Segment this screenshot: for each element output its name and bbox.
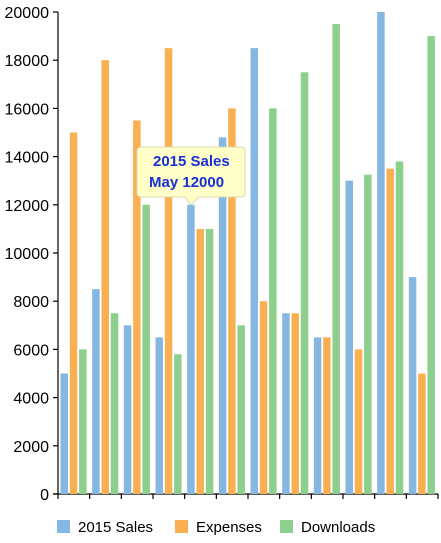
tooltip-line2: May 12000 xyxy=(149,174,224,191)
legend-swatch-2015-sales xyxy=(57,520,70,533)
bar-2015-sales-jan xyxy=(60,373,68,494)
y-tick-label: 18000 xyxy=(5,53,50,70)
bar-expenses-sep xyxy=(323,337,331,494)
bar-downloads-jun xyxy=(237,325,245,494)
y-tick-label: 2000 xyxy=(13,439,49,456)
bar-downloads-jul xyxy=(269,108,277,495)
bar-2015-sales-dec xyxy=(408,277,417,494)
tooltip-line1: 2015 Sales xyxy=(153,153,230,170)
bar-expenses-jun xyxy=(228,108,236,495)
bar-2015-sales-nov xyxy=(377,12,385,494)
bar-2015-sales-sep xyxy=(313,337,322,494)
legend: 2015 Sales Expenses Downloads xyxy=(57,519,375,536)
y-tick-label: 12000 xyxy=(5,198,50,215)
bar-downloads-dec xyxy=(427,36,435,494)
tooltip-box xyxy=(136,146,246,206)
tooltip: 2015 Sales May 12000 xyxy=(136,146,246,206)
bar-expenses-apr xyxy=(164,48,173,495)
bar-downloads-apr xyxy=(174,354,182,494)
bar-expenses-aug xyxy=(291,313,299,494)
y-tick-label: 16000 xyxy=(5,101,50,118)
bar-downloads-mar xyxy=(142,204,150,495)
bar-2015-sales-mar xyxy=(123,325,132,494)
y-tick-label: 20000 xyxy=(5,5,50,22)
bar-expenses-jul xyxy=(259,301,268,494)
bar-downloads-aug xyxy=(300,72,309,494)
bar-downloads-nov xyxy=(395,161,404,495)
legend-swatch-downloads xyxy=(280,520,293,533)
y-tick-label: 14000 xyxy=(5,150,50,167)
bar-downloads-sep xyxy=(332,24,340,495)
bars xyxy=(60,12,435,495)
bar-expenses-feb xyxy=(101,60,109,494)
bar-downloads-feb xyxy=(110,313,119,494)
bar-expenses-jan xyxy=(69,132,78,494)
bar-expenses-oct xyxy=(354,349,363,494)
y-tick-label: 4000 xyxy=(13,391,49,408)
y-tick-label: 0 xyxy=(40,487,49,504)
bar-2015-sales-oct xyxy=(345,180,353,494)
legend-label-downloads: Downloads xyxy=(301,519,375,536)
bar-2015-sales-may xyxy=(187,204,195,495)
bar-expenses-dec xyxy=(418,373,426,494)
bar-2015-sales-apr xyxy=(155,337,163,494)
bar-2015-sales-feb xyxy=(92,289,100,494)
legend-label-2015-sales: 2015 Sales xyxy=(78,519,153,536)
legend-label-expenses: Expenses xyxy=(196,519,262,536)
bar-downloads-jan xyxy=(79,349,87,494)
bar-2015-sales-jun xyxy=(218,137,227,494)
bar-downloads-oct xyxy=(364,174,372,495)
y-tick-labels: 0 2000 4000 6000 8000 10000 12000 14000 16000 180… xyxy=(5,5,50,504)
bar-expenses-may xyxy=(196,228,204,494)
y-tick-label: 10000 xyxy=(5,246,50,263)
bar-expenses-mar xyxy=(133,120,141,494)
legend-swatch-expenses xyxy=(175,520,188,533)
y-tick-label: 6000 xyxy=(13,342,49,359)
bar-downloads-may xyxy=(205,228,214,494)
y-tick-label: 8000 xyxy=(13,294,49,311)
bar-2015-sales-aug xyxy=(282,313,290,494)
bar-expenses-nov xyxy=(386,168,394,494)
bar-2015-sales-jul xyxy=(250,48,258,495)
